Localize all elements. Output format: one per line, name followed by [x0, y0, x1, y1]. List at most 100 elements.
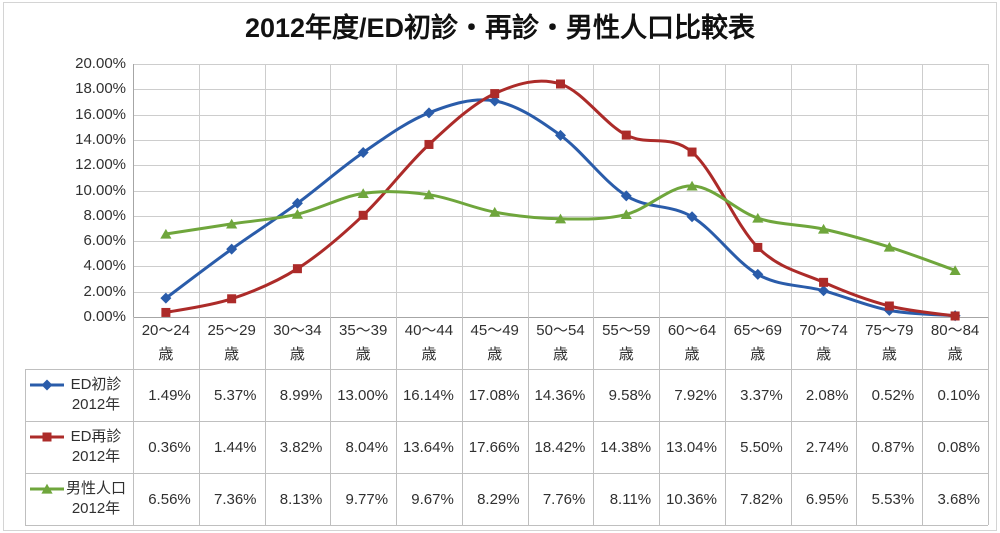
series-marker-male-population-2012	[554, 213, 567, 224]
value-cell: 2.08%	[805, 386, 849, 404]
value-cell: 10.36%	[666, 490, 717, 508]
category-unit-label: 歳	[421, 346, 437, 363]
category-range-label: 35〜39	[338, 322, 388, 339]
series-marker-ed-first-visit-2012	[555, 129, 566, 141]
value-cell: 9.77%	[345, 490, 389, 508]
chart-outer-border	[3, 2, 997, 531]
category-range-label: 55〜59	[602, 322, 651, 339]
value-cell: 7.82%	[740, 490, 783, 508]
series-marker-male-population-2012	[949, 265, 961, 276]
x-category-cell: 70〜74 歳	[791, 319, 857, 367]
series-marker-ed-repeat-visit-2012	[687, 147, 697, 157]
series-marker-ed-repeat-visit-2012	[819, 277, 829, 287]
series-marker-male-population-2012	[620, 209, 632, 220]
value-cell: 14.36%	[534, 386, 586, 404]
series-name-label: ED再診	[70, 428, 122, 445]
series-marker-ed-first-visit-2012	[357, 147, 369, 159]
value-cell: 9.67%	[411, 490, 454, 508]
category-range-label: 75〜79	[865, 322, 914, 339]
chart-title: 2012年度/ED初診・再診・男性人口比較表	[244, 13, 756, 43]
y-tick-label: 2.00%	[83, 282, 126, 300]
series-marker-male-population-2012	[160, 228, 172, 239]
series-year-label: 2012年	[71, 448, 121, 465]
category-range-label: 70〜74	[799, 322, 848, 339]
value-cell: 8.04%	[345, 438, 389, 456]
series-name-cell-male-population-2012: 男性人口 2012年	[60, 473, 132, 525]
y-tick-label: 16.00%	[75, 105, 126, 123]
series-marker-ed-first-visit-2012	[291, 197, 303, 209]
series-marker-ed-first-visit-2012	[226, 243, 238, 255]
value-cell: 8.13%	[279, 490, 323, 508]
value-cell: 5.37%	[213, 386, 257, 404]
x-category-cell: 50〜54 歳	[528, 319, 594, 367]
value-cell: 2.74%	[805, 438, 849, 456]
category-unit-label: 歳	[487, 346, 503, 363]
category-unit-label: 歳	[947, 346, 963, 363]
category-range-label: 40〜44	[404, 322, 454, 339]
category-unit-label: 歳	[750, 346, 766, 363]
value-cell: 13.64%	[402, 438, 454, 456]
series-marker-ed-first-visit-2012	[686, 211, 698, 223]
value-cell: 6.95%	[805, 490, 849, 508]
value-cell: 1.49%	[148, 386, 191, 404]
y-tick-label: 6.00%	[83, 232, 126, 250]
series-marker-ed-repeat-visit-2012	[161, 307, 171, 317]
series-marker-ed-repeat-visit-2012	[424, 139, 434, 149]
x-category-cell: 75〜79 歳	[856, 319, 922, 367]
value-cell: 0.10%	[937, 386, 980, 404]
value-cell: 8.11%	[609, 490, 652, 508]
series-year-label: 2012年	[71, 500, 121, 517]
y-tick-label: 18.00%	[75, 80, 126, 98]
value-cell: 6.56%	[148, 490, 191, 508]
value-cell: 18.42%	[534, 438, 586, 456]
value-cell: 8.29%	[477, 490, 520, 508]
category-unit-label: 歳	[816, 346, 832, 363]
series-marker-ed-repeat-visit-2012	[753, 242, 763, 252]
category-range-label: 60〜64	[667, 322, 717, 339]
x-category-cell: 55〜59 歳	[593, 319, 659, 367]
value-cell: 0.08%	[937, 438, 980, 456]
value-cell: 3.37%	[740, 386, 783, 404]
series-marker-male-population-2012	[226, 218, 238, 229]
series-marker-male-population-2012	[686, 180, 698, 191]
value-cell: 8.99%	[279, 386, 323, 404]
category-unit-label: 歳	[618, 346, 634, 363]
category-range-label: 50〜54	[536, 322, 585, 339]
legend-key-square-icon	[42, 432, 52, 442]
series-marker-male-population-2012	[357, 188, 369, 199]
series-marker-ed-first-visit-2012	[818, 285, 830, 297]
category-range-label: 65〜69	[733, 322, 782, 339]
series-name-label: 男性人口	[65, 480, 126, 497]
series-line-ed-repeat-visit-2012	[164, 79, 957, 318]
series-marker-ed-first-visit-2012	[489, 95, 501, 107]
x-category-cell: 40〜44 歳	[396, 319, 462, 367]
series-marker-ed-first-visit-2012	[752, 268, 764, 280]
value-cell: 9.58%	[608, 386, 652, 404]
y-tick-label: 8.00%	[83, 206, 126, 224]
value-cell: 0.52%	[871, 386, 915, 404]
series-marker-ed-first-visit-2012	[423, 107, 435, 119]
series-marker-ed-repeat-visit-2012	[556, 79, 565, 89]
category-unit-label: 歳	[289, 346, 305, 363]
value-cell: 7.92%	[674, 386, 717, 404]
series-marker-ed-first-visit-2012	[160, 292, 172, 304]
y-tick-label: 0.00%	[83, 308, 126, 325]
value-cell: 13.00%	[337, 386, 389, 404]
series-marker-ed-first-visit-2012	[620, 190, 632, 202]
category-range-label: 25〜29	[207, 322, 256, 339]
value-cell: 13.04%	[666, 438, 717, 456]
series-marker-ed-repeat-visit-2012	[358, 210, 368, 220]
series-name-cell-ed-repeat-visit-2012: ED再診 2012年	[60, 421, 132, 473]
series-marker-ed-repeat-visit-2012	[950, 311, 960, 321]
x-category-cell: 35〜39 歳	[330, 319, 396, 367]
series-marker-ed-repeat-visit-2012	[227, 294, 237, 304]
y-tick-label: 12.00%	[75, 156, 126, 174]
series-marker-male-population-2012	[291, 208, 304, 219]
series-marker-ed-repeat-visit-2012	[490, 89, 500, 99]
category-range-label: 80〜84	[930, 322, 980, 339]
category-unit-label: 歳	[158, 346, 174, 363]
value-cell: 5.53%	[871, 490, 915, 508]
value-cell: 1.44%	[213, 438, 257, 456]
x-category-cell: 30〜34 歳	[265, 319, 331, 367]
